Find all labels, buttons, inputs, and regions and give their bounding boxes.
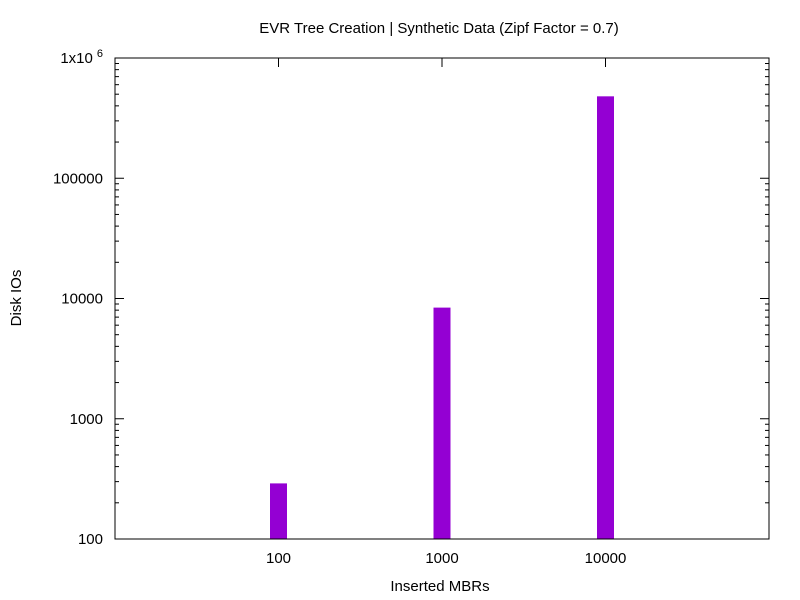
y-axis-label: Disk IOs — [8, 270, 25, 327]
plot-area: 100 1000 10000 100000 1x10 6 100 1000 10000 — [53, 48, 769, 567]
chart-title: EVR Tree Creation | Synthetic Data (Zipf… — [259, 20, 618, 37]
x-tick-label: 1000 — [425, 550, 458, 567]
y-tick-label: 1x10 6 — [60, 48, 103, 67]
y-tick-label: 10000 — [61, 291, 103, 308]
y-tick-label: 100000 — [53, 170, 103, 187]
bar — [270, 483, 287, 539]
x-axis-label: Inserted MBRs — [390, 578, 489, 595]
bar — [433, 307, 451, 539]
y-tick-label: 100 — [78, 531, 103, 548]
bar — [597, 96, 614, 539]
x-tick-label: 10000 — [585, 550, 627, 567]
y-tick-label: 1000 — [70, 411, 103, 428]
x-tick-label: 100 — [266, 550, 291, 567]
plot-frame — [114, 57, 770, 540]
